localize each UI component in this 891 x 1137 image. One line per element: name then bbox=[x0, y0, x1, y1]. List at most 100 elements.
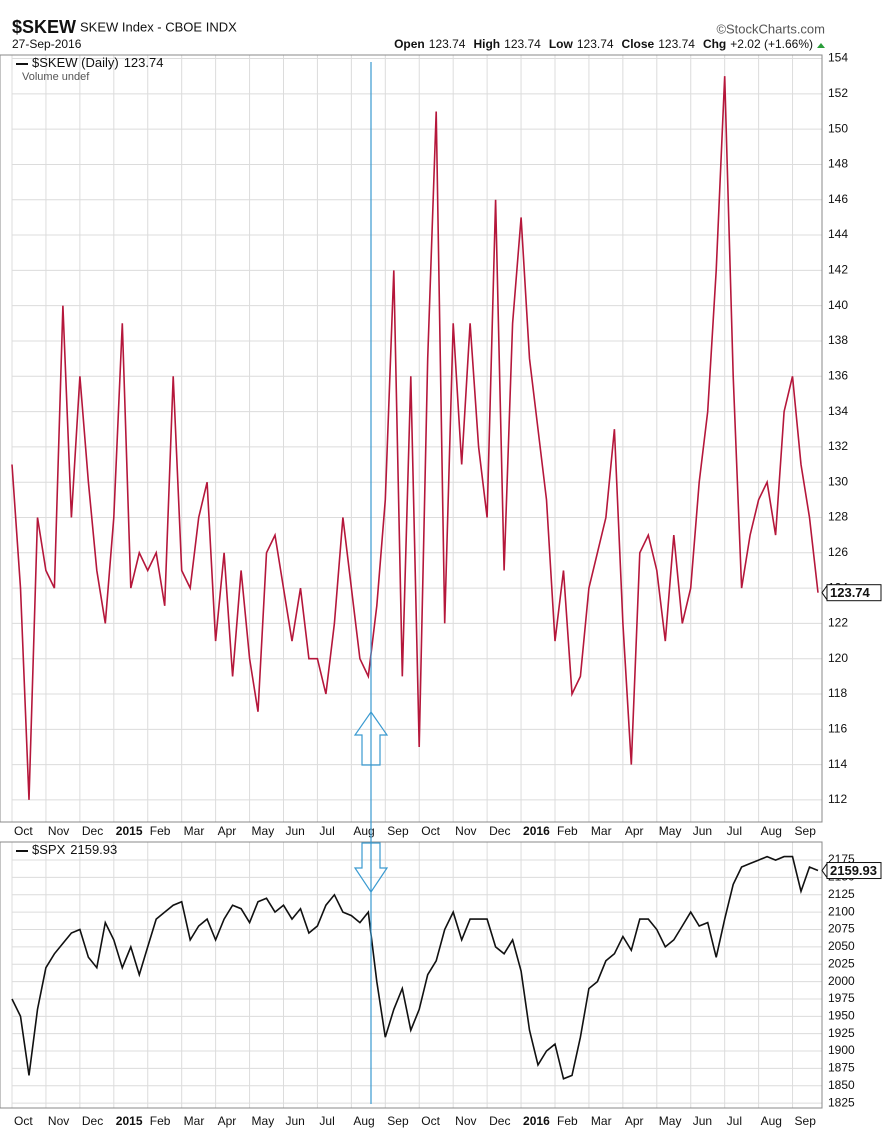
last-value-label: 123.74 bbox=[830, 585, 871, 600]
y-tick-label: 2050 bbox=[828, 939, 855, 953]
last-value-label: 2159.93 bbox=[830, 863, 877, 878]
ohlc-value: 123.74 bbox=[429, 37, 466, 51]
last-value-box bbox=[826, 862, 882, 880]
y-tick-label: 142 bbox=[828, 263, 848, 277]
x-tick-label: Apr bbox=[625, 1114, 644, 1128]
y-tick-label: 2125 bbox=[828, 887, 855, 901]
x-tick-label: Oct bbox=[14, 1114, 33, 1128]
legend-entry: $SPX 2159.93 bbox=[32, 842, 117, 857]
y-tick-label: 146 bbox=[828, 192, 848, 206]
y-tick-label: 1925 bbox=[828, 1026, 855, 1040]
y-tick-label: 1975 bbox=[828, 991, 855, 1005]
x-tick-label: May bbox=[659, 824, 682, 838]
x-tick-label: Apr bbox=[218, 824, 237, 838]
y-tick-label: 120 bbox=[828, 651, 848, 665]
credit: ©StockCharts.com bbox=[716, 21, 825, 36]
y-tick-label: 152 bbox=[828, 86, 848, 100]
x-tick-label: Aug bbox=[761, 824, 782, 838]
x-tick-label: Sep bbox=[795, 1114, 817, 1128]
y-tick-label: 128 bbox=[828, 510, 848, 524]
x-tick-label: 2016 bbox=[523, 1114, 550, 1128]
plots: Oct Nov Dec 2015 Feb Mar Apr May Jun Jul Aug Sep Oct… bbox=[0, 51, 882, 1128]
legend-name: $SKEW (Daily) bbox=[32, 55, 119, 70]
y-tick-label: 138 bbox=[828, 333, 848, 347]
x-tick-label: Aug bbox=[353, 1114, 374, 1128]
date: 27-Sep-2016 bbox=[12, 37, 82, 51]
x-tick-label: Feb bbox=[557, 1114, 578, 1128]
plot-frame bbox=[0, 841, 823, 1109]
ohlc-label: Chg bbox=[703, 37, 726, 51]
ohlc-value: 123.74 bbox=[577, 37, 614, 51]
last-value-box bbox=[826, 584, 882, 602]
x-tick-label: May bbox=[252, 824, 275, 838]
x-tick-label: 2016 bbox=[523, 824, 550, 838]
y-tick-label: 140 bbox=[828, 298, 848, 312]
ohlc-value: +2.02 (+1.66%) bbox=[730, 37, 813, 51]
x-tick-label: Aug bbox=[353, 824, 374, 838]
x-tick-label: Nov bbox=[455, 1114, 476, 1128]
x-tick-label: Jul bbox=[319, 824, 334, 838]
ohlc: Open 123.74 High 123.74 Low 123.74 Close 123.74… bbox=[394, 37, 825, 51]
x-tick-label: 2015 bbox=[116, 824, 143, 838]
x-tick-label: Oct bbox=[421, 1114, 440, 1128]
x-tick-label: Sep bbox=[387, 1114, 409, 1128]
legend-value: 123.74 bbox=[124, 55, 164, 70]
legend-value: 2159.93 bbox=[70, 842, 117, 857]
x-tick-label: Mar bbox=[184, 1114, 205, 1128]
x-tick-label: Jun bbox=[285, 824, 304, 838]
symbol-name: SKEW Index - CBOE INDX bbox=[80, 19, 237, 34]
x-tick-label: Jun bbox=[285, 1114, 304, 1128]
last-value-pointer bbox=[821, 584, 828, 602]
x-tick-label: Jun bbox=[693, 824, 712, 838]
x-tick-label: Jul bbox=[727, 824, 742, 838]
x-tick-label: Feb bbox=[150, 824, 171, 838]
y-tick-label: 2000 bbox=[828, 974, 855, 988]
panel: Oct Nov Dec 2015 Feb Mar Apr May Jun Jul Aug Sep Oct… bbox=[0, 841, 882, 1128]
x-tick-label: Feb bbox=[150, 1114, 171, 1128]
y-tick-label: 112 bbox=[828, 792, 847, 806]
x-tick-label: Mar bbox=[184, 824, 205, 838]
x-tick-label: Jun bbox=[693, 1114, 712, 1128]
y-tick-label: 118 bbox=[828, 686, 847, 700]
y-tick-label: 2025 bbox=[828, 956, 855, 970]
y-tick-label: 114 bbox=[828, 757, 847, 771]
y-tick-label: 1950 bbox=[828, 1008, 855, 1022]
y-tick-label: 1900 bbox=[828, 1043, 855, 1057]
x-tick-label: Mar bbox=[591, 1114, 612, 1128]
y-tick-label: 126 bbox=[828, 545, 848, 559]
panel: Oct Nov Dec 2015 Feb Mar Apr May Jun Jul Aug Sep Oct… bbox=[0, 51, 882, 838]
x-tick-label: Nov bbox=[48, 824, 69, 838]
y-tick-label: 1875 bbox=[828, 1061, 855, 1075]
x-tick-label: Aug bbox=[761, 1114, 782, 1128]
y-tick-label: 1825 bbox=[828, 1095, 855, 1109]
ohlc-value: 123.74 bbox=[658, 37, 695, 51]
y-tick-label: 132 bbox=[828, 439, 848, 453]
x-tick-label: Dec bbox=[489, 824, 510, 838]
x-tick-label: Jul bbox=[727, 1114, 742, 1128]
series-line bbox=[11, 76, 819, 800]
x-tick-label: May bbox=[252, 1114, 275, 1128]
legend-name: $SPX bbox=[32, 842, 66, 857]
x-tick-label: Mar bbox=[591, 824, 612, 838]
y-tick-label: 154 bbox=[828, 51, 848, 65]
y-tick-label: 130 bbox=[828, 474, 848, 488]
y-tick-label: 150 bbox=[828, 121, 848, 135]
x-tick-label: Jul bbox=[319, 1114, 334, 1128]
y-tick-label: 1850 bbox=[828, 1078, 855, 1092]
y-tick-label: 122 bbox=[828, 616, 848, 630]
x-tick-label: Sep bbox=[795, 824, 817, 838]
ohlc-label: Open bbox=[394, 37, 425, 51]
y-tick-label: 148 bbox=[828, 157, 848, 171]
ohlc-value: 123.74 bbox=[504, 37, 541, 51]
ohlc-label: Close bbox=[622, 37, 655, 51]
x-tick-label: Nov bbox=[48, 1114, 69, 1128]
y-tick-label: 134 bbox=[828, 404, 848, 418]
plot-frame bbox=[0, 54, 823, 823]
x-tick-label: Apr bbox=[625, 824, 644, 838]
x-tick-label: Dec bbox=[82, 824, 103, 838]
x-tick-label: Dec bbox=[489, 1114, 510, 1128]
x-tick-label: Apr bbox=[218, 1114, 237, 1128]
up-indicator bbox=[817, 43, 825, 48]
up-arrow bbox=[353, 710, 389, 766]
